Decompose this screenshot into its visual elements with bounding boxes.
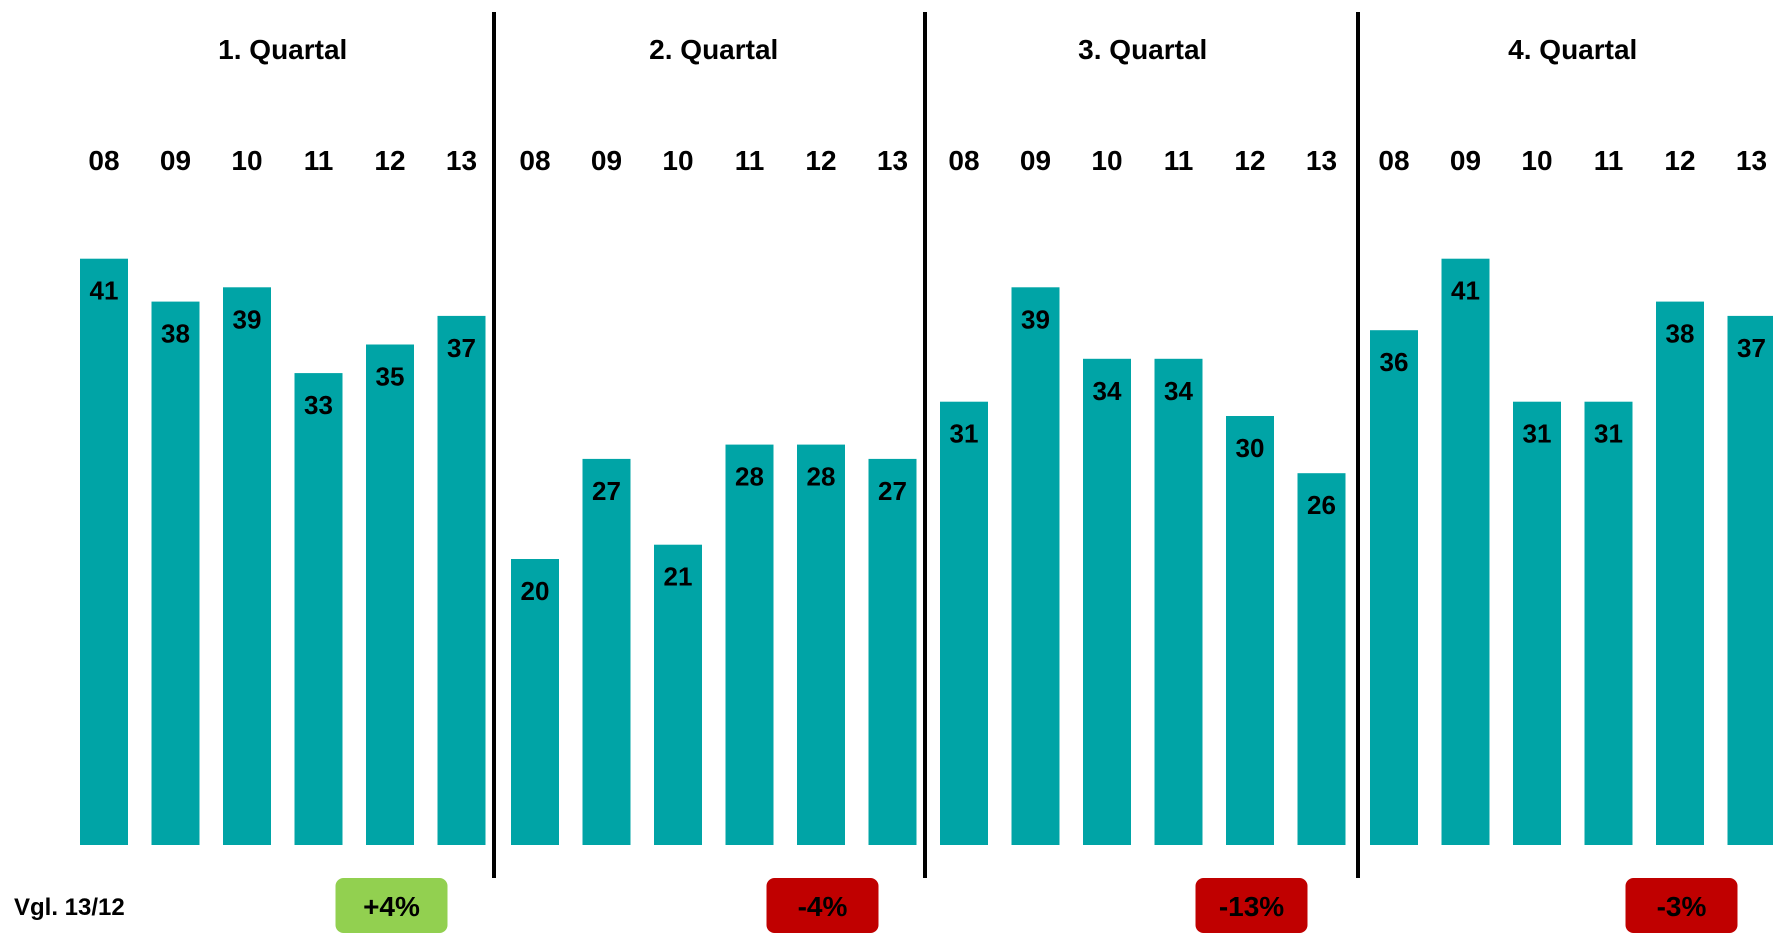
bar-value-label: 31 [1594,419,1623,449]
comparison-badge [1625,878,1738,933]
bar [1370,330,1418,845]
bar-value-label: 28 [807,462,836,492]
year-tick-label: 12 [1664,145,1695,176]
comparison-badge-label: +4% [363,891,420,922]
comparison-row-label: Vgl. 13/12 [14,894,125,921]
bar-value-label: 21 [664,562,693,592]
bar [1656,301,1704,846]
quarter-title: 2. Quartal [649,34,778,65]
bar [511,559,559,845]
year-tick-label: 13 [1306,145,1337,176]
year-tick-label: 13 [877,145,908,176]
comparison-badge-label: -13% [1219,891,1284,922]
bar [940,401,988,845]
bar [80,258,128,845]
bar [151,301,200,846]
year-tick-label: 09 [591,145,622,176]
year-tick-label: 11 [1164,145,1194,176]
year-tick-label: 13 [1736,145,1767,176]
bar-value-label: 39 [233,304,262,334]
bar-value-label: 34 [1093,376,1122,406]
bar [294,373,343,845]
bar [437,315,486,845]
comparison-badge [766,878,879,933]
bar-value-label: 36 [1380,347,1409,377]
year-tick-label: 11 [735,145,765,176]
bar-value-label: 41 [1451,276,1480,306]
comparison-badge-label: -3% [1657,891,1707,922]
year-tick-label: 09 [1020,145,1051,176]
year-tick-label: 10 [662,145,693,176]
bar-value-label: 38 [161,319,190,349]
bar-value-label: 37 [447,333,476,363]
bar-value-label: 31 [1523,419,1552,449]
bar [1513,401,1561,845]
bar [868,458,917,845]
bar [1584,401,1633,845]
year-tick-label: 08 [948,145,979,176]
bar-value-label: 27 [592,476,621,506]
bar [725,444,774,845]
year-tick-label: 10 [1091,145,1122,176]
bar-value-label: 35 [376,362,405,392]
year-tick-label: 12 [374,145,405,176]
bar [1441,258,1490,845]
quarter-title: 1. Quartal [218,34,347,65]
bar [1226,416,1274,845]
bar [366,344,414,845]
comparison-badge [1195,878,1308,933]
bar-value-label: 41 [90,276,119,306]
bar-value-label: 34 [1164,376,1193,406]
quarter-title: 3. Quartal [1078,34,1207,65]
year-tick-label: 11 [304,145,334,176]
bar [1727,315,1773,845]
year-tick-label: 09 [1450,145,1481,176]
bar [223,287,271,845]
bar [1011,287,1060,845]
bar-value-label: 37 [1737,333,1766,363]
bar-value-label: 27 [878,476,907,506]
bar-value-label: 20 [521,576,550,606]
year-tick-label: 09 [160,145,191,176]
bar-value-label: 39 [1021,304,1050,334]
year-tick-label: 11 [1594,145,1624,176]
bar [654,544,702,845]
comparison-badge [335,878,448,933]
bar [1154,358,1203,845]
year-tick-label: 08 [519,145,550,176]
year-tick-label: 10 [1521,145,1552,176]
bar-value-label: 38 [1666,319,1695,349]
year-tick-label: 12 [805,145,836,176]
year-tick-label: 13 [446,145,477,176]
bar-value-label: 33 [304,390,333,420]
bar [1297,473,1346,845]
bar-value-label: 26 [1307,490,1336,520]
year-tick-label: 08 [88,145,119,176]
year-tick-label: 12 [1234,145,1265,176]
year-tick-label: 10 [231,145,262,176]
bar [1083,358,1131,845]
bar-value-label: 28 [735,462,764,492]
bar [582,458,631,845]
quarter-title: 4. Quartal [1508,34,1637,65]
bar [797,444,845,845]
year-tick-label: 08 [1378,145,1409,176]
bar-value-label: 30 [1236,433,1265,463]
comparison-badge-label: -4% [798,891,848,922]
bar-value-label: 31 [950,419,979,449]
